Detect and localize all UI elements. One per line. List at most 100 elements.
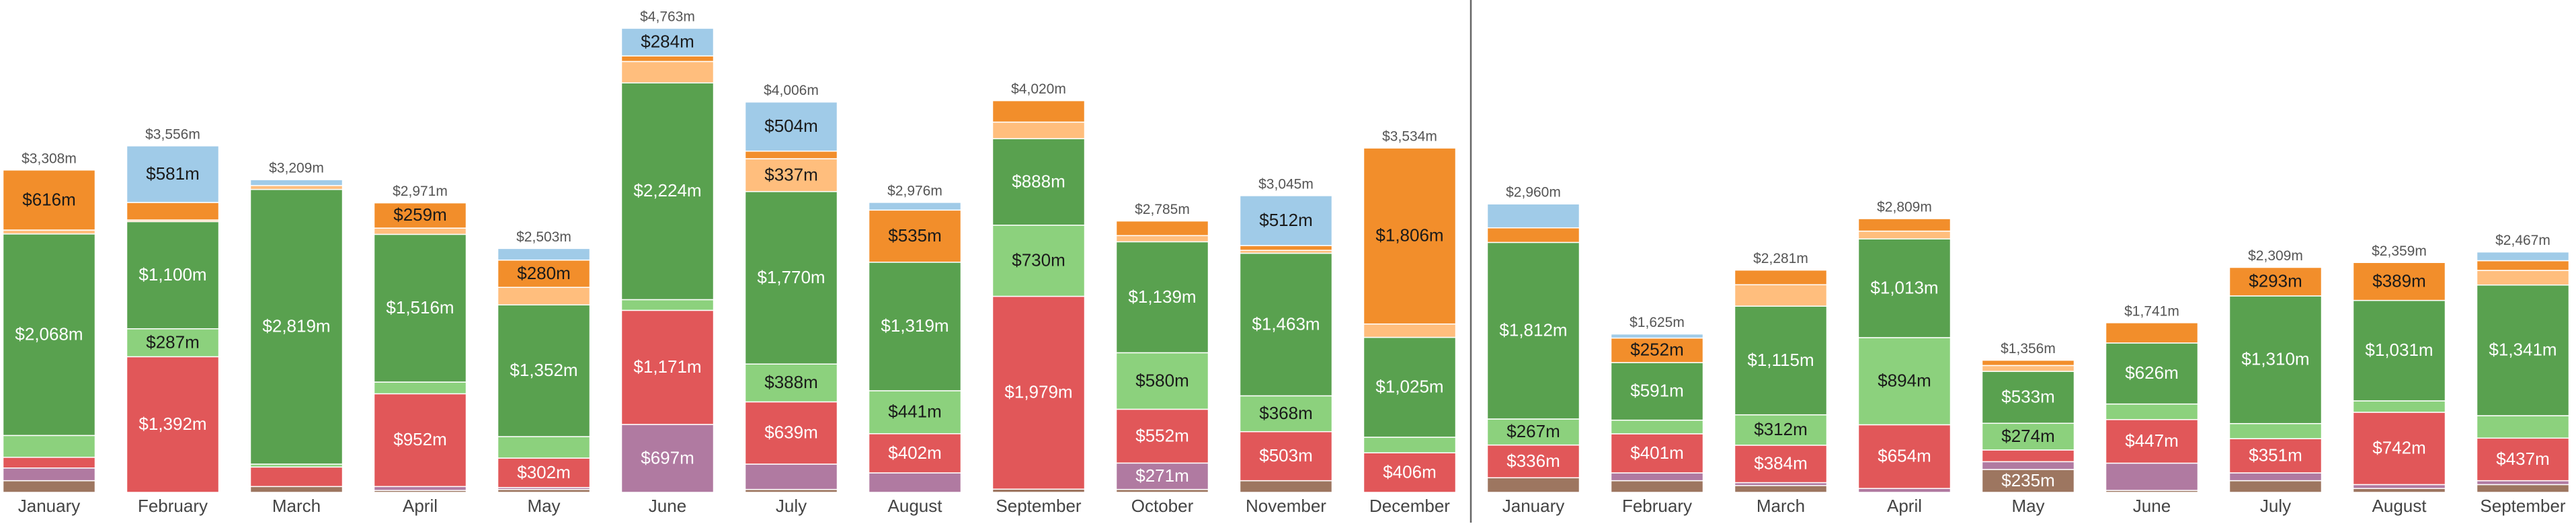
- total-label: $2,960m: [1506, 185, 1561, 200]
- bar-segment: [1115, 408, 1209, 464]
- bar-segment: [373, 233, 467, 383]
- x-tick-label: September: [2480, 496, 2566, 516]
- value-label: $504m: [764, 116, 818, 136]
- value-label: $402m: [888, 443, 942, 463]
- x-tick-label: August: [2372, 496, 2427, 516]
- total-label: $2,467m: [2495, 233, 2550, 248]
- value-label: $280m: [517, 263, 571, 283]
- x-tick-label: September: [996, 496, 1082, 516]
- x-tick-label: May: [527, 496, 560, 516]
- x-tick-label: December: [1369, 496, 1450, 516]
- x-tick-label: April: [1887, 496, 1922, 516]
- x-tick-label: March: [272, 496, 321, 516]
- value-label: $894m: [1878, 371, 1931, 391]
- bar-segment: [1734, 305, 1828, 416]
- bar-segment: [2105, 342, 2199, 405]
- bar-segment: [249, 179, 344, 186]
- value-label: $1,770m: [757, 267, 825, 287]
- bar-segment: [620, 28, 715, 57]
- x-tick-label: May: [2011, 496, 2044, 516]
- bar-segment: [992, 100, 1086, 123]
- bar-segment: [1610, 333, 1704, 339]
- value-label: $503m: [1259, 445, 1313, 465]
- bar-segment: [373, 202, 467, 229]
- bar-segment: [249, 188, 344, 465]
- value-label: $533m: [2001, 387, 2055, 407]
- bar-segment: [373, 486, 467, 491]
- value-label: $591m: [1630, 381, 1684, 401]
- bar-segment: [2, 170, 96, 231]
- value-label: $1,516m: [386, 297, 454, 317]
- bar-segment: [126, 221, 220, 330]
- value-label: $252m: [1630, 340, 1684, 360]
- bar-segment: [744, 463, 838, 490]
- bar-segment: [373, 381, 467, 395]
- value-label: $2,224m: [633, 180, 701, 200]
- bar-segment: [2105, 462, 2199, 491]
- bar-segment: [1610, 480, 1704, 493]
- bar-segment: [497, 457, 591, 488]
- total-label: $4,763m: [640, 9, 695, 25]
- bar-segment: [373, 227, 467, 235]
- bar-segment: [497, 248, 591, 261]
- value-label: $512m: [1259, 210, 1313, 230]
- value-label: $1,812m: [1499, 320, 1567, 340]
- bar-segment: [1115, 220, 1209, 237]
- value-label: $267m: [1506, 421, 1560, 441]
- bar-segment: [1363, 336, 1457, 438]
- bar-segment: [868, 433, 962, 474]
- bar-segment: [1239, 245, 1333, 251]
- bar-segment: [744, 363, 838, 403]
- x-tick-label: July: [2260, 496, 2291, 516]
- total-label: $2,281m: [1753, 251, 1808, 266]
- bar-segment: [868, 472, 962, 493]
- value-label: $1,100m: [138, 264, 206, 285]
- bar-segment: [2, 480, 96, 493]
- bar-segment: [1981, 359, 2075, 367]
- bar-segment: [1486, 203, 1580, 229]
- x-tick-label: June: [2133, 496, 2171, 516]
- total-label: $3,556m: [145, 126, 200, 142]
- x-tick-label: July: [776, 496, 807, 516]
- total-label: $2,971m: [393, 184, 448, 199]
- bar-segment: [1857, 218, 1951, 232]
- value-label: $742m: [2372, 438, 2426, 458]
- value-label: $447m: [2125, 430, 2179, 451]
- bar-segment: [373, 393, 467, 488]
- bar-segment: [2228, 422, 2323, 439]
- value-label: $1,310m: [2241, 349, 2309, 369]
- value-label: $1,115m: [1747, 350, 1814, 370]
- bar-segment: [2476, 480, 2570, 486]
- bar-segment: [1734, 414, 1828, 446]
- value-label: $336m: [1506, 451, 1560, 471]
- total-label: $1,356m: [2001, 341, 2056, 356]
- bar-segment: [1981, 449, 2075, 463]
- x-tick-label: February: [138, 496, 208, 516]
- bar-segment: [620, 82, 715, 301]
- bar-segment: [1239, 252, 1333, 397]
- bar-segment: [2228, 266, 2323, 297]
- bar-segment: [2105, 419, 2199, 464]
- bar-segment: [2352, 484, 2446, 489]
- bar-segment: [249, 466, 344, 488]
- total-label: $2,309m: [2248, 248, 2303, 264]
- value-label: $1,013m: [1870, 277, 1938, 297]
- total-label: $2,785m: [1135, 202, 1190, 217]
- value-label: $1,025m: [1375, 377, 1443, 397]
- value-label: $274m: [2001, 426, 2055, 446]
- bar-segment: [1486, 227, 1580, 243]
- bar-segment: [2105, 322, 2199, 344]
- bar-segment: [2, 229, 96, 235]
- bar-segment: [868, 390, 962, 435]
- total-label: $2,359m: [2372, 243, 2427, 259]
- bar-segment: [1734, 269, 1828, 286]
- bar-segment: [620, 309, 715, 425]
- bar-segment: [1363, 323, 1457, 338]
- value-label: $284m: [641, 31, 694, 51]
- bar-segment: [497, 304, 591, 437]
- x-tick-label: March: [1757, 496, 1805, 516]
- value-label: $389m: [2372, 270, 2426, 291]
- bar-segment: [1239, 480, 1333, 493]
- bar-segment: [126, 328, 220, 358]
